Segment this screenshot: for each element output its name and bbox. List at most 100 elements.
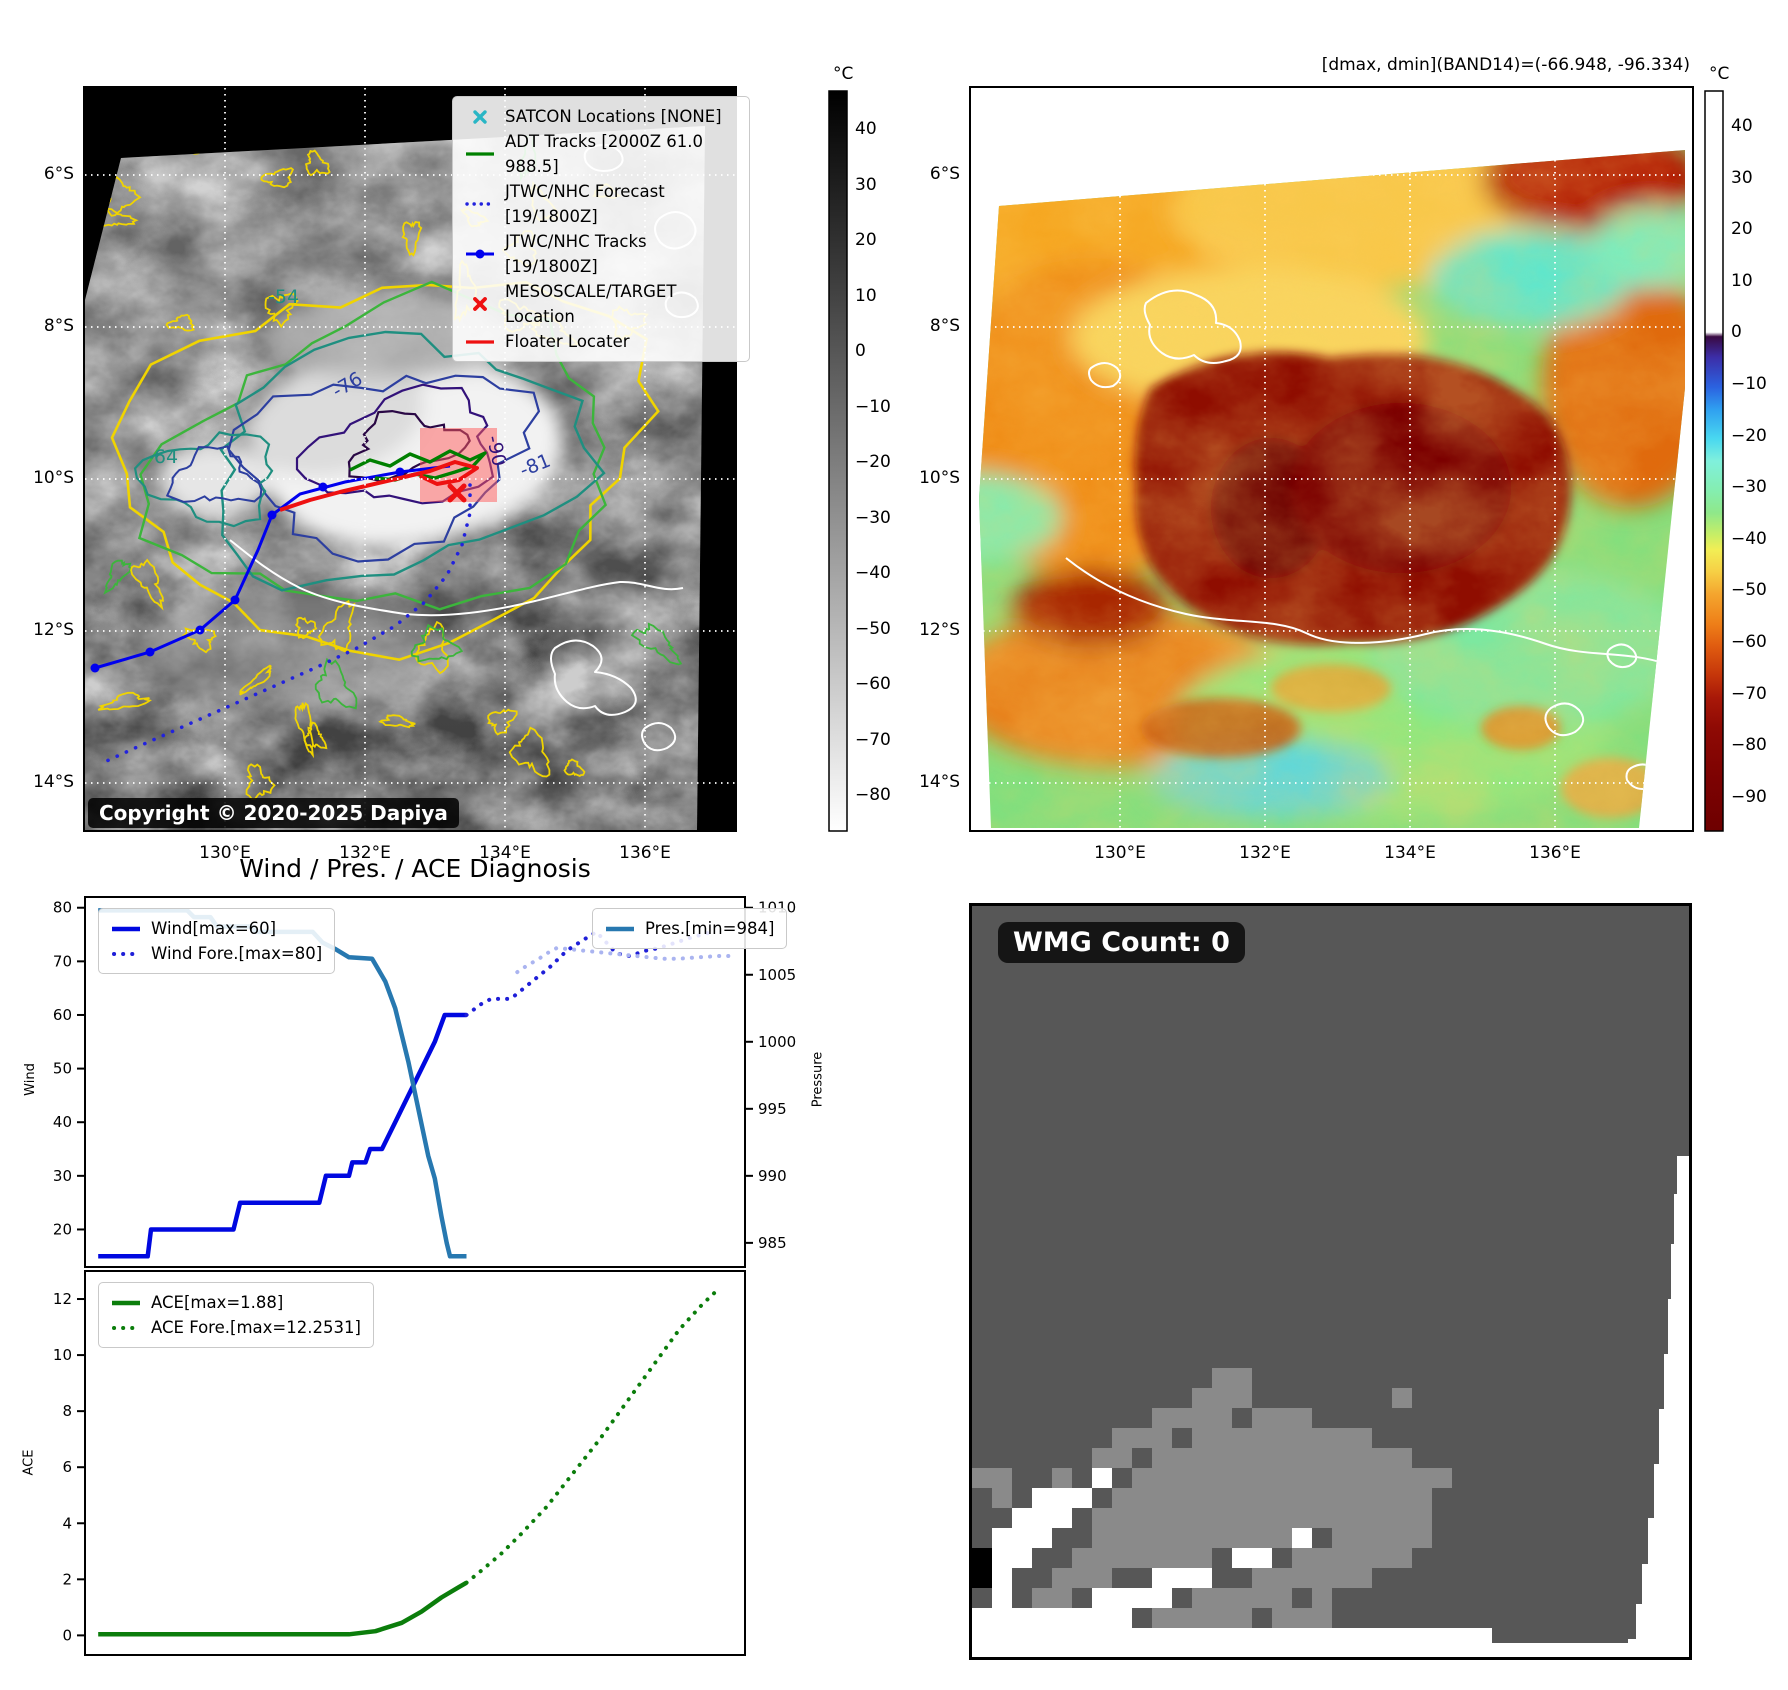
lon-tick-label: 136°E [1529,843,1581,863]
legend-label: JTWC/NHC Tracks [19/1800Z] [505,232,647,276]
legend-item-pres: Pres.[min=984] [605,916,774,941]
pressure-axis-label: Pressure [810,1051,826,1108]
legend-item-wind-fore: Wind Fore.[max=80] [111,941,322,966]
y-tick-label: 40 [53,1113,72,1131]
forecast-dotted-icon [465,196,495,212]
y-tick-label: 30 [53,1167,72,1185]
y-tick-label: 8 [62,1402,72,1420]
diagnosis-title: Wind / Pres. / ACE Diagnosis [239,854,591,883]
floater-track [279,460,479,512]
legend-label: MESOSCALE/TARGET Location [505,282,677,326]
y-tick-label: 12 [53,1290,72,1308]
y-tick-label: 0 [62,1626,72,1644]
y2-tick-label: 990 [758,1167,787,1185]
legend-item-mesoscale: MESOSCALE/TARGET Location [465,279,737,329]
pres-legend: Pres.[min=984] [592,908,788,949]
lat-tick-label: 12°S [33,620,74,640]
pres-line-icon [605,921,635,937]
legend-item-forecast: JTWC/NHC Forecast [19/1800Z] [465,179,737,229]
contour-value-label: -31 [183,135,217,161]
ace-line-icon [111,1295,141,1311]
lat-tick-label: 14°S [33,772,74,792]
series-ace-max-1-88- [98,1580,468,1637]
wind-fore-dotted-icon [111,946,141,962]
wmg-count-badge: WMG Count: 0 [998,922,1245,963]
awv-colorbar [1704,90,1724,832]
series-wind-max-60- [98,1012,467,1259]
series-pres-fore- [515,945,738,975]
stat-band14: [dmax, dmin](BAND14)=(-66.948, -96.334) [1321,55,1690,75]
wind-axis-label: Wind [22,1063,38,1096]
legend-item-ace: ACE[max=1.88] [111,1290,361,1315]
satcon-x-icon [465,109,495,125]
lon-tick-label: 132°E [1239,843,1291,863]
legend-item-satcon: SATCON Locations [NONE] [465,104,737,129]
y-tick-label: 6 [62,1458,72,1476]
lat-tick-label: 10°S [919,468,960,488]
wmg-image [972,906,1689,1657]
legend-label: SATCON Locations [NONE] [505,107,722,126]
y-tick-label: 70 [53,952,72,970]
wmg-swath-edge [1628,1156,1689,1657]
contour-value-label: -54 [268,286,299,308]
map-legend: SATCON Locations [NONE] ADT Tracks [2000… [452,96,750,362]
lat-tick-label: 8°S [43,316,74,336]
lat-tick-label: 6°S [43,164,74,184]
lon-tick-label: 134°E [1384,843,1436,863]
y-tick-label: 80 [53,899,72,917]
band14-colorbar-unit: °C [833,64,854,84]
legend-label: Wind[max=60] [151,919,277,938]
y-tick-label: 2 [62,1570,72,1588]
legend-label: JTWC/NHC Forecast [19/1800Z] [505,182,665,226]
lat-tick-label: 10°S [33,468,74,488]
legend-item-floater: Floater Locater [465,329,737,354]
copyright-badge: Copyright © 2020-2025 Dapiya [88,798,459,828]
legend-item-ace-fore: ACE Fore.[max=12.2531] [111,1315,361,1340]
legend-item-wind: Wind[max=60] [111,916,322,941]
y-tick-label: 20 [53,1220,72,1238]
y2-tick-label: 1000 [758,1033,796,1051]
contour-value-label: -64 [147,446,178,468]
lat-tick-label: 6°S [929,164,960,184]
lat-tick-label: 12°S [919,620,960,640]
ace-axis-label: ACE [21,1449,37,1476]
legend-label: Floater Locater [505,332,630,351]
legend-label: ADT Tracks [2000Z 61.0 988.5] [505,132,704,176]
y2-tick-label: 985 [758,1234,787,1252]
jtwc-line-dot-icon [465,246,495,262]
lat-tick-label: 8°S [929,316,960,336]
y2-tick-label: 995 [758,1100,787,1118]
y-tick-label: 10 [53,1346,72,1364]
awv-colorbar-unit: °C [1709,64,1730,84]
y-tick-label: 60 [53,1006,72,1024]
band14-map-panel[interactable]: -31 -54 -64 -76 -81 -90 SATCON Locations [NON… [83,86,750,832]
jtwc-forecast-track [98,483,472,766]
wind-legend: Wind[max=60] Wind Fore.[max=80] [98,908,336,974]
legend-label: ACE Fore.[max=12.2531] [151,1318,361,1337]
wind-line-icon [111,921,141,937]
lat-tick-label: 14°S [919,772,960,792]
ace-fore-dotted-icon [111,1320,141,1336]
lon-tick-label: 130°E [1094,843,1146,863]
diagnosis-figure[interactable]: 2030405060708098599099510001005101002468… [0,850,900,1690]
legend-label: Wind Fore.[max=80] [151,944,323,963]
jtwc-track [90,464,451,673]
y2-tick-label: 1005 [758,966,796,984]
legend-item-adt: ADT Tracks [2000Z 61.0 988.5] [465,129,737,179]
legend-label: ACE[max=1.88] [151,1293,284,1312]
mesoscale-x-icon [465,296,495,312]
awv-color-map-panel[interactable] [969,86,1694,832]
band14-map-image: -31-54-64-76-81-90 [85,88,735,830]
legend-item-jtwc: JTWC/NHC Tracks [19/1800Z] [465,229,737,279]
band14-colorbar [828,90,848,832]
floater-line-icon [465,334,495,350]
legend-label: Pres.[min=984] [645,919,775,938]
adt-line-icon [465,146,495,162]
awv-color-map-image [971,88,1692,830]
mesoscale-x-marker [447,483,467,503]
wmg-panel[interactable]: WMG Count: 0 [969,903,1692,1660]
ace-legend: ACE[max=1.88] ACE Fore.[max=12.2531] [98,1282,374,1348]
series-ace-fore-max-12-2531- [464,1290,718,1585]
y-tick-label: 4 [62,1514,72,1532]
